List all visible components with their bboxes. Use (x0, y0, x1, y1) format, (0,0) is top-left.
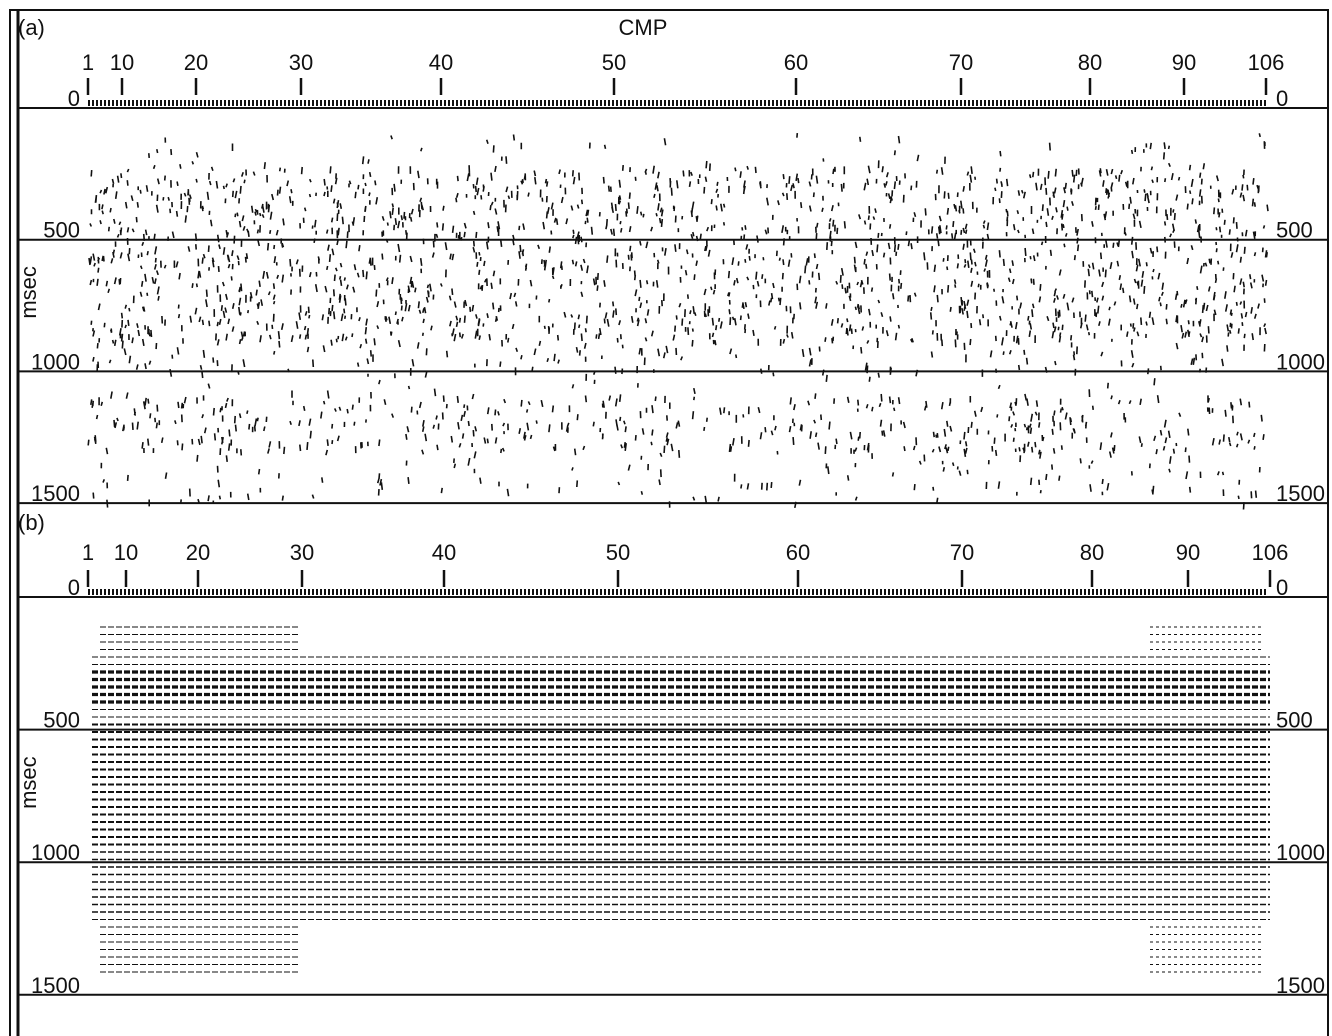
x-tick-label: 80 (1078, 50, 1102, 75)
y-tick-label: 1000 (31, 349, 80, 374)
y-tick-label: 500 (43, 218, 80, 243)
x-tick-label: 60 (786, 540, 810, 565)
x-tick-label: 20 (186, 540, 210, 565)
x-tick-label: 1 (82, 50, 94, 75)
x-tick-label: 10 (114, 540, 138, 565)
y-axis-title: msec (16, 756, 41, 809)
y-tick-label: 500 (1276, 218, 1313, 243)
panel-label: (a) (18, 15, 45, 40)
x-tick-label: 90 (1172, 50, 1196, 75)
y-tick-label: 0 (68, 86, 80, 111)
x-tick-label: 106 (1248, 50, 1285, 75)
x-tick-label: 40 (432, 540, 456, 565)
x-tick-label: 60 (784, 50, 808, 75)
x-tick-label: 30 (290, 540, 314, 565)
x-tick-label: 30 (289, 50, 313, 75)
y-tick-label: 1500 (1276, 973, 1325, 998)
y-tick-label: 0 (1276, 86, 1288, 111)
page: (a)CMP1102030405060708090106050010001500… (0, 0, 1332, 1036)
x-tick-label: 70 (950, 540, 974, 565)
x-tick-label: 40 (429, 50, 453, 75)
y-tick-label: 1500 (31, 481, 80, 506)
x-tick-label: 106 (1252, 540, 1289, 565)
y-axis-title: msec (16, 266, 41, 319)
x-tick-label: 70 (949, 50, 973, 75)
y-tick-label: 0 (1276, 575, 1288, 600)
x-tick-label: 20 (184, 50, 208, 75)
x-tick-label: 50 (606, 540, 630, 565)
x-tick-label: 80 (1080, 540, 1104, 565)
y-tick-label: 0 (68, 575, 80, 600)
x-tick-label: 10 (110, 50, 134, 75)
x-tick-label: 90 (1176, 540, 1200, 565)
y-tick-label: 500 (43, 708, 80, 733)
panel-label: (b) (18, 510, 45, 535)
y-tick-label: 1500 (31, 973, 80, 998)
y-tick-label: 500 (1276, 708, 1313, 733)
y-tick-label: 1000 (1276, 840, 1325, 865)
figure: (a)CMP1102030405060708090106050010001500… (0, 0, 1332, 1036)
x-tick-label: 1 (82, 540, 94, 565)
y-tick-label: 1000 (31, 840, 80, 865)
y-tick-label: 1000 (1276, 349, 1325, 374)
x-axis-title: CMP (619, 15, 668, 40)
y-tick-label: 1500 (1276, 481, 1325, 506)
x-tick-label: 50 (602, 50, 626, 75)
seismic-texture (88, 133, 1268, 509)
